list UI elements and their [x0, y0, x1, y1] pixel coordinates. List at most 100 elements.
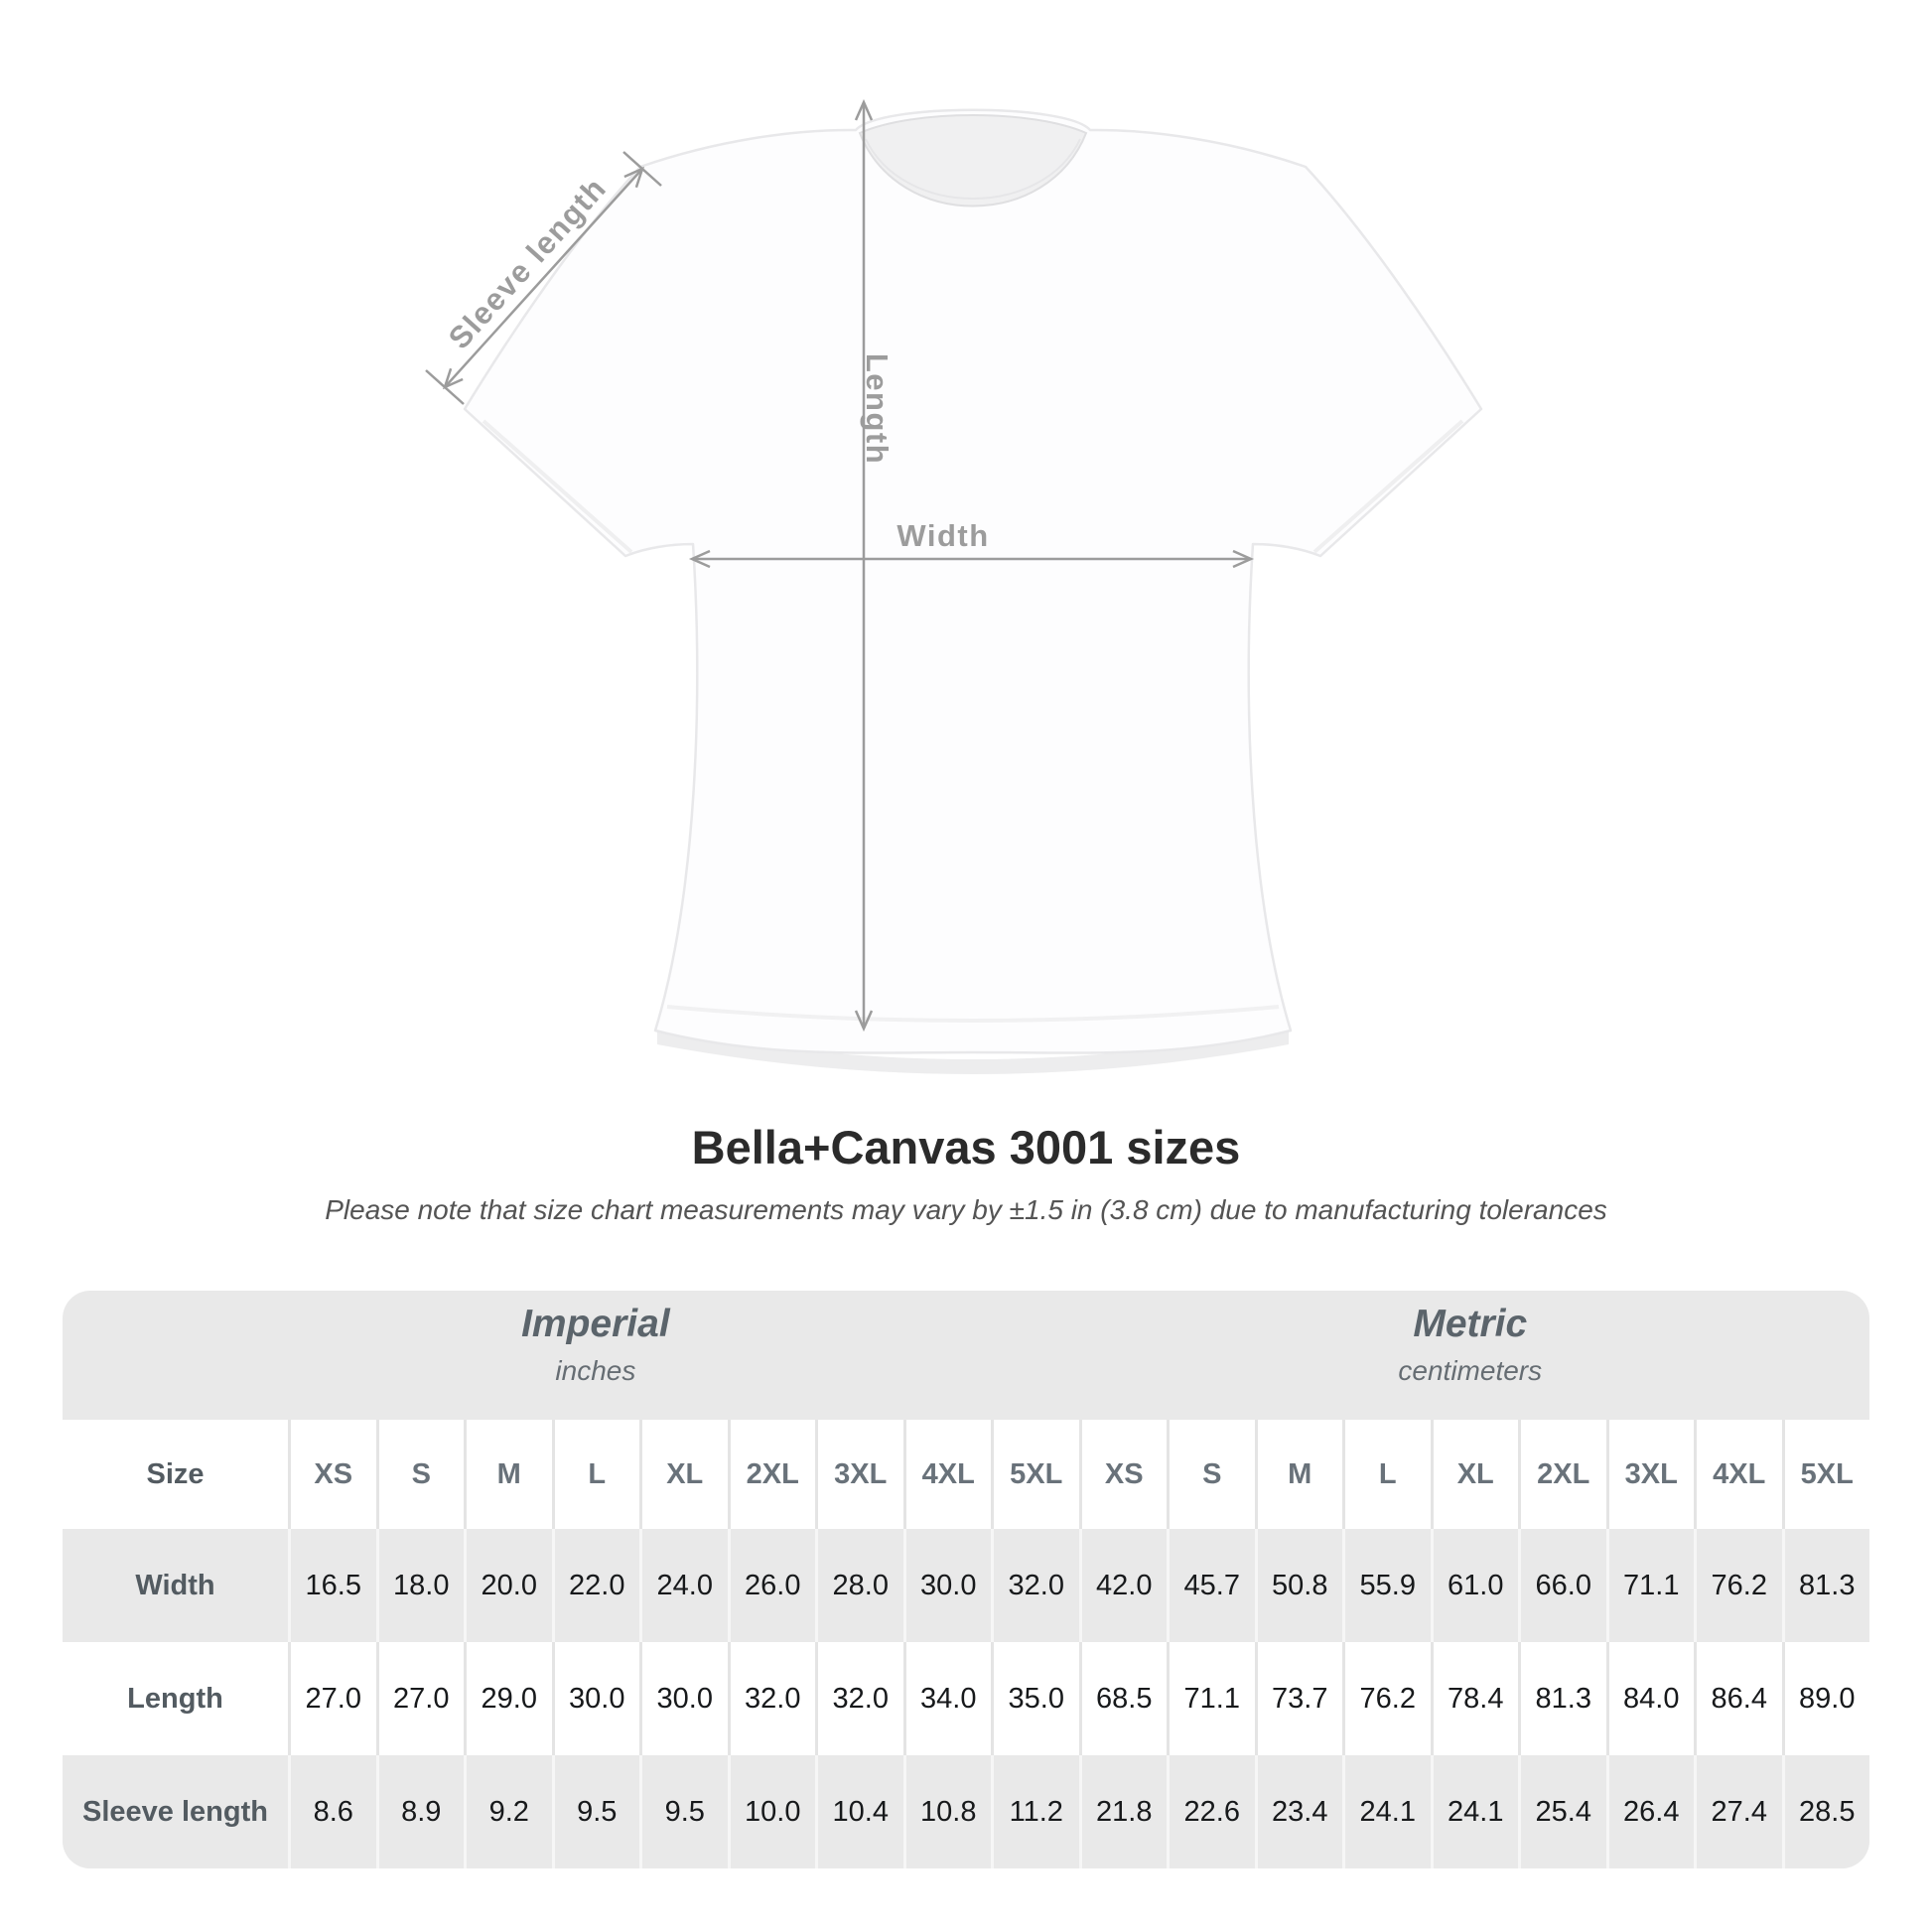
value-cell: 11.2 — [991, 1755, 1079, 1868]
tshirt-hem-shadow — [657, 1029, 1289, 1074]
length-arrow — [854, 98, 874, 1033]
value-cell: 26.0 — [727, 1529, 816, 1642]
value-cell: 61.0 — [1430, 1529, 1519, 1642]
width-arrow — [688, 549, 1255, 569]
value-cell: 76.2 — [1694, 1529, 1782, 1642]
value-cell: 30.0 — [639, 1642, 728, 1755]
value-cell: 21.8 — [1078, 1755, 1168, 1868]
value-cell: 71.1 — [1167, 1642, 1255, 1755]
imperial-unit: inches — [555, 1354, 636, 1386]
page-title: Bella+Canvas 3001 sizes — [691, 1121, 1241, 1173]
imperial-title: Imperial — [521, 1303, 670, 1345]
value-cell: 24.1 — [1430, 1755, 1519, 1868]
value-cell: 81.3 — [1781, 1529, 1870, 1642]
metric-title: Metric — [1413, 1303, 1528, 1345]
length-row: Length 27.0 27.0 29.0 30.0 30.0 32.0 32.… — [63, 1642, 1869, 1755]
value-cell: 84.0 — [1605, 1642, 1695, 1755]
sleeve-length-arrow — [425, 151, 662, 405]
value-cell: 76.2 — [1342, 1642, 1431, 1755]
value-cell: 32.0 — [991, 1529, 1079, 1642]
unit-group-band: Imperial inches Metric centimeters — [63, 1291, 1869, 1420]
size-header-cell: L — [551, 1420, 640, 1529]
value-cell: 66.0 — [1518, 1529, 1606, 1642]
value-cell: 24.0 — [639, 1529, 728, 1642]
row-label: Width — [135, 1569, 215, 1601]
tshirt-left-cuff-line — [482, 419, 633, 554]
size-table: Imperial inches Metric centimeters Size … — [63, 1291, 1869, 1868]
size-header-cell: M — [464, 1420, 552, 1529]
tshirt-graphic — [463, 108, 1483, 1054]
value-cell: 68.5 — [1078, 1642, 1168, 1755]
value-cell: 23.4 — [1254, 1755, 1343, 1868]
value-cell: 71.1 — [1605, 1529, 1695, 1642]
size-header-cell: 5XL — [991, 1420, 1079, 1529]
size-header-cell: XL — [639, 1420, 728, 1529]
tshirt-measurement-diagram: Sleeve length Length Width — [425, 98, 1483, 1074]
value-cell: 35.0 — [991, 1642, 1079, 1755]
size-header-cell: 2XL — [1518, 1420, 1606, 1529]
value-cell: 32.0 — [727, 1642, 816, 1755]
width-row: Width 16.5 18.0 20.0 22.0 24.0 26.0 28.0… — [63, 1529, 1869, 1642]
value-cell: 55.9 — [1342, 1529, 1431, 1642]
value-cell: 30.0 — [902, 1529, 992, 1642]
size-corner-cell: Size — [146, 1457, 205, 1490]
sleeve-length-row: Sleeve length 8.6 8.9 9.2 9.5 9.5 10.0 1… — [63, 1755, 1869, 1868]
value-cell: 9.2 — [464, 1755, 552, 1868]
value-cell: 86.4 — [1694, 1642, 1782, 1755]
row-label: Length — [127, 1682, 223, 1715]
value-cell: 28.0 — [815, 1529, 903, 1642]
value-cell: 26.4 — [1605, 1755, 1695, 1868]
value-cell: 22.6 — [1167, 1755, 1255, 1868]
value-cell: 22.0 — [551, 1529, 640, 1642]
size-header-cell: XS — [1078, 1420, 1168, 1529]
value-cell: 8.6 — [288, 1755, 376, 1868]
value-cell: 89.0 — [1781, 1642, 1870, 1755]
size-header-cell: S — [1167, 1420, 1255, 1529]
metric-unit: centimeters — [1398, 1354, 1543, 1386]
value-cell: 24.1 — [1342, 1755, 1431, 1868]
length-label: Length — [860, 353, 895, 465]
value-cell: 25.4 — [1518, 1755, 1606, 1868]
value-cell: 73.7 — [1254, 1642, 1343, 1755]
size-header-cell: 4XL — [902, 1420, 992, 1529]
value-cell: 10.4 — [815, 1755, 903, 1868]
value-cell: 27.4 — [1694, 1755, 1782, 1868]
value-cell: 78.4 — [1430, 1642, 1519, 1755]
size-header-cell: M — [1254, 1420, 1343, 1529]
value-cell: 29.0 — [464, 1642, 552, 1755]
tshirt-collar-rib — [865, 138, 1081, 200]
tshirt-collar — [858, 114, 1088, 207]
value-cell: 9.5 — [639, 1755, 728, 1868]
width-label: Width — [897, 518, 989, 553]
size-header-cell: L — [1342, 1420, 1431, 1529]
size-header-cell: S — [375, 1420, 465, 1529]
value-cell: 27.0 — [375, 1642, 465, 1755]
tshirt-right-cuff-line — [1312, 419, 1464, 554]
size-header-cell: 2XL — [727, 1420, 816, 1529]
size-tolerance-note: Please note that size chart measurements… — [325, 1194, 1607, 1225]
value-cell: 42.0 — [1078, 1529, 1168, 1642]
size-header-cell: XS — [288, 1420, 376, 1529]
value-cell: 9.5 — [551, 1755, 640, 1868]
row-label: Sleeve length — [82, 1795, 268, 1828]
value-cell: 27.0 — [288, 1642, 376, 1755]
size-header-cell: 3XL — [1605, 1420, 1695, 1529]
value-cell: 30.0 — [551, 1642, 640, 1755]
metric-group-header: Metric centimeters — [1398, 1301, 1542, 1387]
value-cell: 18.0 — [375, 1529, 465, 1642]
value-cell: 45.7 — [1167, 1529, 1255, 1642]
value-cell: 81.3 — [1518, 1642, 1606, 1755]
value-cell: 28.5 — [1781, 1755, 1870, 1868]
value-cell: 32.0 — [815, 1642, 903, 1755]
tshirt-hem-line — [666, 1005, 1280, 1023]
size-header-cell: XL — [1430, 1420, 1519, 1529]
size-header-row: Size XS S M L XL 2XL 3XL 4XL 5XL XS S M … — [63, 1420, 1869, 1529]
size-header-cell: 5XL — [1781, 1420, 1870, 1529]
value-cell: 16.5 — [288, 1529, 376, 1642]
value-cell: 10.8 — [902, 1755, 992, 1868]
value-cell: 20.0 — [464, 1529, 552, 1642]
value-cell: 8.9 — [375, 1755, 465, 1868]
size-header-cell: 3XL — [815, 1420, 903, 1529]
imperial-group-header: Imperial inches — [521, 1301, 670, 1387]
